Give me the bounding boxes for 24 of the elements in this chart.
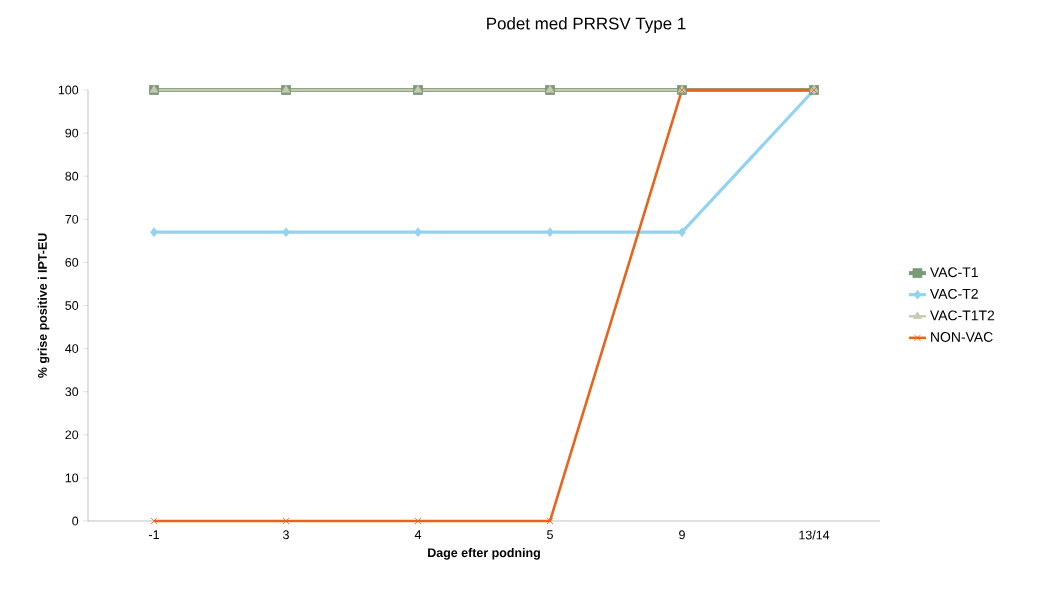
x-axis-title: Dage efter podning bbox=[428, 547, 540, 560]
chart-title: Podet med PRRSV Type 1 bbox=[487, 17, 686, 33]
y-tick-label: 50 bbox=[65, 301, 79, 310]
y-tick-label: 10 bbox=[65, 473, 79, 483]
y-tick-label: 90 bbox=[65, 128, 79, 138]
y-axis-title: % grise positive i IPT-EU bbox=[37, 233, 50, 378]
legend-label: NON-VAC bbox=[931, 332, 993, 342]
x-tick-label: 4 bbox=[414, 530, 422, 539]
x-tick-label: 9 bbox=[679, 530, 685, 540]
legend-label: VAC-T1 bbox=[930, 267, 978, 278]
y-tick-label: 100 bbox=[58, 85, 79, 95]
x-tick-label: 13/14 bbox=[799, 530, 830, 540]
x-tick-label: -1 bbox=[149, 530, 159, 539]
y-tick-label: 80 bbox=[65, 171, 79, 181]
y-tick-label: 20 bbox=[65, 430, 79, 440]
legend-label: VAC-T2 bbox=[930, 288, 978, 299]
y-tick-label: 0 bbox=[72, 516, 79, 526]
y-tick-label: 70 bbox=[65, 214, 79, 224]
y-tick-label: 60 bbox=[65, 257, 79, 267]
x-tick-label: 5 bbox=[547, 530, 553, 540]
legend-label: VAC-T1T2 bbox=[930, 310, 995, 321]
x-tick-label: 3 bbox=[283, 530, 289, 540]
y-tick-label: 40 bbox=[65, 344, 79, 353]
y-tick-label: 30 bbox=[65, 387, 79, 397]
